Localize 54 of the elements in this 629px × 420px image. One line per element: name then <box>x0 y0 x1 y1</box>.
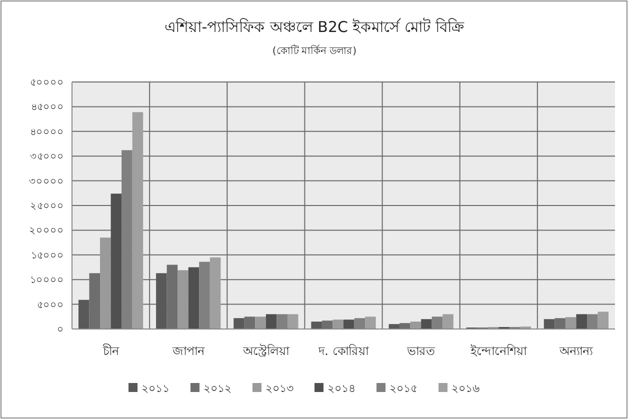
x-tick-label: চীন <box>102 344 120 358</box>
bar <box>210 257 221 329</box>
x-tick-label: দ. কোরিয়া <box>318 344 370 358</box>
bar <box>544 319 555 329</box>
bar <box>554 318 566 329</box>
legend-label: ২০১৬ <box>452 382 480 395</box>
bar <box>322 320 333 329</box>
y-tick-label: ৩০০০০ <box>29 176 64 188</box>
bar <box>576 314 587 329</box>
bar <box>166 264 178 329</box>
chart-subtitle: (কোটি মার্কিন ডলার) <box>272 44 357 57</box>
legend-label: ২০১৪ <box>328 382 356 395</box>
y-tick-label: ৪০০০০ <box>30 126 64 138</box>
x-tick-label: অন্যান্য <box>558 344 594 358</box>
bar <box>156 273 167 329</box>
bar <box>287 314 298 329</box>
y-tick-label: ৪৫০০০ <box>31 102 64 114</box>
x-tick-label: ভারত <box>406 344 436 358</box>
bar <box>410 322 422 329</box>
bar <box>188 267 200 329</box>
bar <box>311 322 322 329</box>
legend-label: ২০১২ <box>204 382 232 395</box>
bar <box>266 314 277 329</box>
y-tick-label: ০ <box>57 324 64 336</box>
bar <box>421 319 432 329</box>
bar <box>365 316 376 329</box>
bar <box>332 320 344 329</box>
bar <box>234 318 244 329</box>
bar <box>244 316 256 329</box>
bar <box>442 314 454 329</box>
legend-label: ২০১৫ <box>390 382 418 395</box>
bar <box>565 317 576 329</box>
legend-label: ২০১৩ <box>266 382 294 395</box>
bar <box>178 270 188 329</box>
bar <box>400 323 410 329</box>
x-tick-label: ইন্দোনেশিয়া <box>470 344 528 358</box>
chart-title: এশিয়া-প্যাসিফিক অঞ্চলে B2C ইকমার্সে মোট বিক্রি <box>164 18 464 36</box>
bar <box>78 300 90 329</box>
x-tick-label: জাপান <box>171 344 206 358</box>
bar <box>100 238 111 329</box>
y-tick-label: ১০০০০ <box>30 275 64 286</box>
y-tick-label: ৩৫০০০ <box>30 152 64 163</box>
bar <box>344 320 354 329</box>
y-tick-label: ১৫০০০ <box>31 250 64 262</box>
y-tick-label: ৫০০০০ <box>30 78 64 88</box>
y-tick-label: ২৫০০০ <box>30 201 64 212</box>
legend-label: ২০১১ <box>142 382 170 395</box>
bar <box>255 316 266 329</box>
bar <box>110 194 122 329</box>
bar <box>132 112 144 329</box>
y-tick-label: ৫০০০ <box>37 300 64 311</box>
y-tick-label: ২০০০০ <box>29 226 64 237</box>
bar <box>598 312 609 329</box>
x-tick-label: অস্ট্রেলিয়া <box>242 344 290 358</box>
